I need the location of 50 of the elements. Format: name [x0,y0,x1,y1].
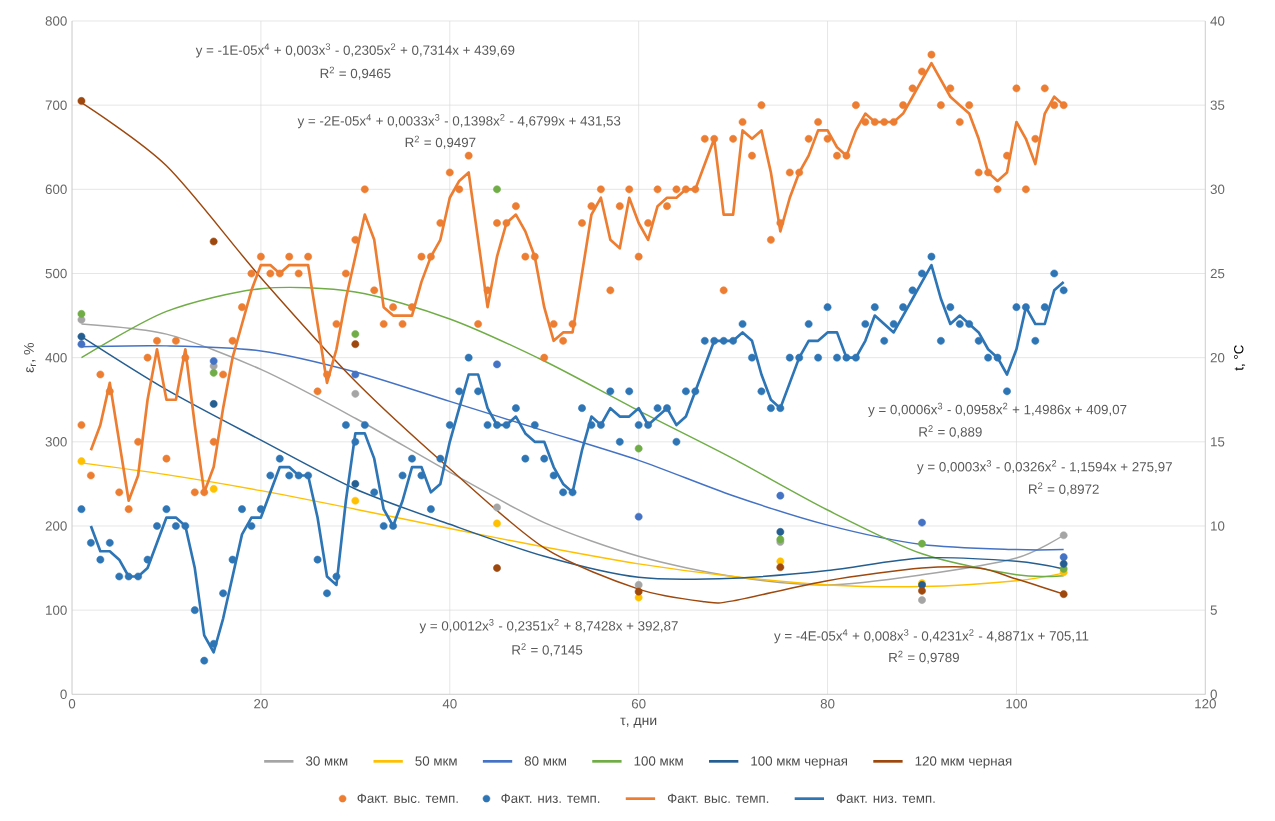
legend-label: Факт. выс. темп. [667,793,769,803]
legend-label: 80 мкм [524,756,566,766]
annotation: y = -1E-05x$^{4}$ + 0,003x$^{3}$ - 0,2305x$^{2}$ + 0,7314x + 439,69 [195,43,515,58]
annotation: y = 0,0003x$^{3}$ - 0,0326x$^{2}$ - 1,1594x + 275,97 [917,460,1172,475]
x-axis-title: τ, дни [620,717,657,728]
legend-label: 100 мкм [634,756,683,766]
y2-tick-label: 35 [1210,100,1225,110]
annotation: R$^{2}$ = 0,7145 [512,643,583,657]
y2-tick-label: 0 [1210,689,1217,700]
y2-tick-label: 10 [1211,521,1225,531]
x-tick-label: 40 [442,699,457,709]
y-tick-label: 0 [60,689,67,700]
annotation: R$^{2}$ = 0,9497 [405,135,476,149]
annotation: R$^{2}$ = 0,889 [919,425,982,439]
y2-tick-label: 30 [1210,184,1225,195]
y2-tick-label: 5 [1210,605,1217,615]
x-tick-label: 80 [820,699,835,709]
x-tick-label: 120 [1195,699,1216,709]
x-tick-label: 20 [254,699,268,709]
y-tick-label: 500 [45,268,67,279]
y-tick-label: 200 [45,521,67,531]
legend-label: Факт. выс. темп. [357,793,458,803]
y-axis-title: ε$_{r}$, % [24,342,36,373]
y2-tick-label: 40 [1210,16,1225,26]
legend-label: 50 мкм [415,756,457,766]
legend-label: Факт. низ. темп. [501,793,600,803]
y-tick-label: 600 [45,184,67,195]
legend-label: 30 мкм [305,756,348,766]
legend-label: 100 мкм черная [751,756,848,769]
y-tick-label: 100 [46,605,67,615]
x-tick-label: 0 [68,699,76,709]
y-tick-label: 400 [45,352,67,363]
annotation: y = -2E-05x$^{4}$ + 0,0033x$^{3}$ - 0,1398x$^{2}$ - 4,6799x + 431,53 [297,114,621,129]
y-tick-label: 800 [45,16,67,26]
y2-tick-label: 15 [1211,437,1225,447]
annotation: R$^{2}$ = 0,8972 [1029,482,1099,496]
annotation: y = 0,0012x$^{3}$ - 0,2351x$^{2}$ + 8,7428x + 392,87 [419,619,678,634]
y2-tick-label: 25 [1210,268,1225,279]
y-tick-label: 700 [45,100,67,110]
x-tick-label: 100 [1006,699,1028,709]
y2-tick-label: 20 [1210,352,1225,363]
annotation: y = 0,0006x$^{3}$ - 0,0958x$^{2}$ + 1,4986x + 409,07 [868,402,1127,417]
y2-axis-title: t, °C [1234,345,1246,371]
x-tick-label: 60 [631,699,646,709]
y-tick-label: 300 [45,437,67,447]
legend-label: Факт. низ. темп. [836,793,935,803]
annotation: R$^{2}$ = 0,9789 [889,650,959,664]
legend-label: 120 мкм черная [915,756,1012,769]
annotation: y = -4E-05x$^{4}$ + 0,008x$^{3}$ - 0,4231x$^{2}$ - 4,8871x + 705,11 [774,629,1089,644]
annotation: R$^{2}$ = 0,9465 [320,66,391,80]
